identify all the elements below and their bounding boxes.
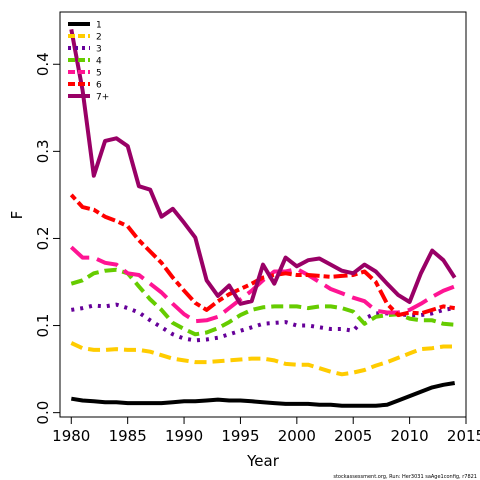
x-tick-label: 2000 xyxy=(278,427,316,445)
series-line-4 xyxy=(69,245,456,324)
x-tick-label: 1980 xyxy=(52,427,90,445)
legend-label-5: 6 xyxy=(96,81,102,91)
x-tick-label: 1990 xyxy=(165,427,203,445)
x-axis: 1980 1985 1990 1995 2000 2005 2010 2015 xyxy=(52,417,480,445)
series-line-1 xyxy=(70,341,455,377)
legend-label-1: 2 xyxy=(96,33,102,43)
legend-label-2: 3 xyxy=(96,45,102,55)
y-tick-label: 0.3 xyxy=(34,139,52,163)
y-axis-title: F xyxy=(8,211,26,220)
y-tick-label: 0.0 xyxy=(34,401,52,425)
x-tick-label: 2015 xyxy=(447,427,480,445)
series-line-3 xyxy=(70,267,455,337)
y-axis: 0.0 0.1 0.2 0.3 0.4 xyxy=(34,52,60,425)
legend-label-6: 7+ xyxy=(96,93,109,103)
series-line-5 xyxy=(69,193,455,318)
legend: 1 2 3 4 5 6 7+ xyxy=(68,21,109,103)
y-tick-label: 0.1 xyxy=(34,314,52,338)
x-tick-label: 2010 xyxy=(391,427,429,445)
series-line-6 xyxy=(69,29,457,306)
x-tick-label: 1985 xyxy=(109,427,147,445)
x-tick-label: 2005 xyxy=(334,427,372,445)
x-axis-title: Year xyxy=(246,452,280,470)
footnote: stockassessment.org, Run: Her3031 saAge1… xyxy=(333,474,477,480)
x-tick-label: 1995 xyxy=(221,427,259,445)
series-line-0 xyxy=(70,381,456,408)
plot-lines xyxy=(69,29,457,408)
y-tick-label: 0.2 xyxy=(34,227,52,251)
plot-frame xyxy=(59,11,467,418)
legend-label-3: 4 xyxy=(96,57,102,67)
legend-label-4: 5 xyxy=(96,69,102,79)
y-tick-label: 0.4 xyxy=(34,52,52,76)
legend-label-0: 1 xyxy=(96,21,102,31)
series-line-2 xyxy=(70,302,456,343)
